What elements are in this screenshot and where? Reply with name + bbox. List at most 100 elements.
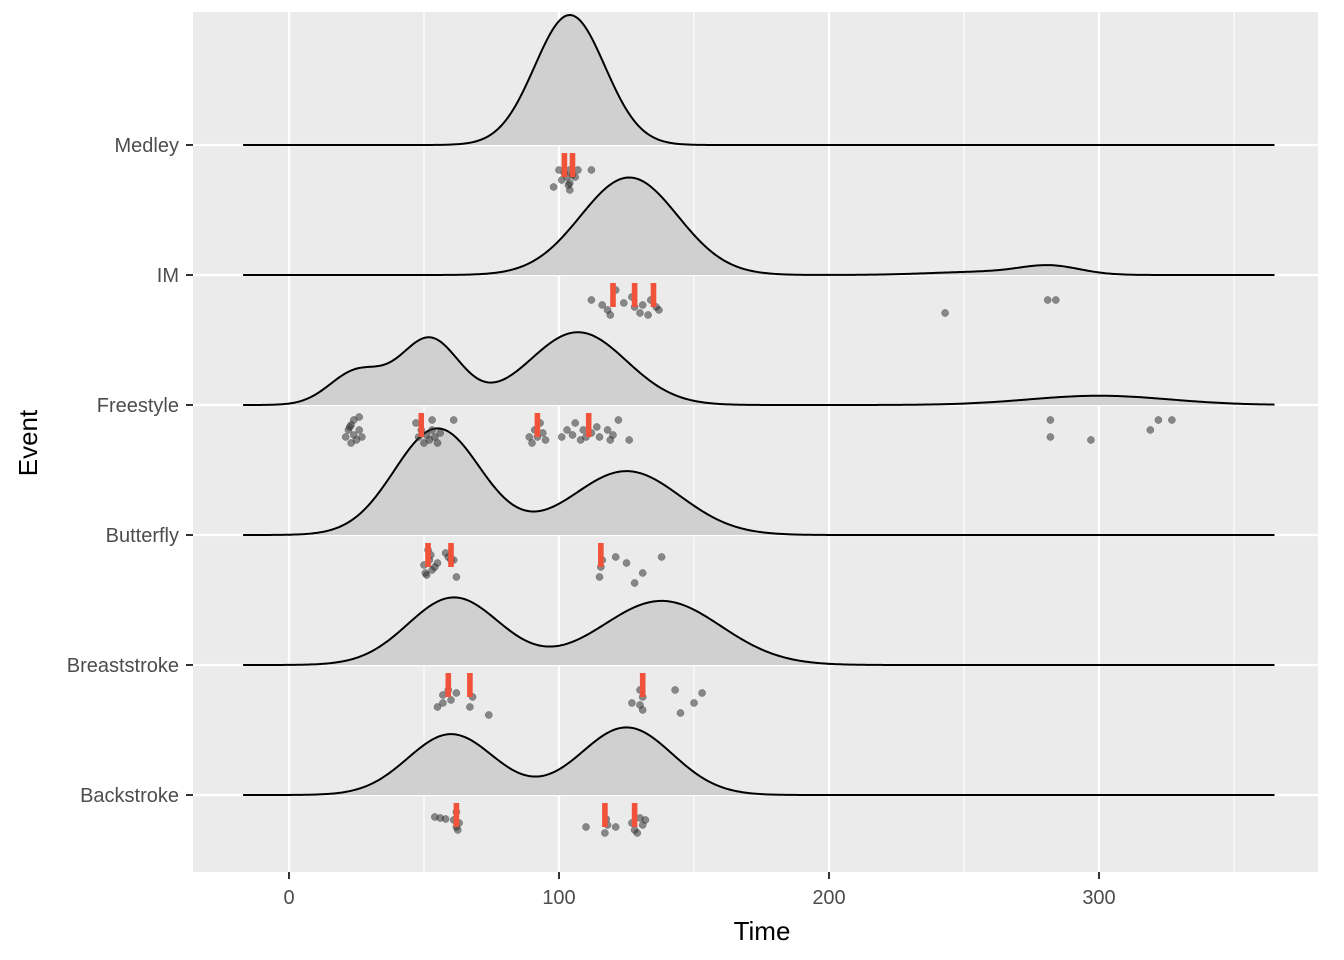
quantile-marker — [569, 153, 576, 177]
data-point — [636, 309, 644, 317]
data-point — [690, 699, 698, 707]
quantile-marker — [467, 673, 473, 697]
data-point — [452, 689, 461, 697]
density-area-butterfly — [243, 428, 1275, 535]
density-area-freestyle — [243, 332, 1275, 405]
data-point — [941, 309, 949, 317]
data-point — [611, 823, 620, 831]
data-point — [433, 439, 442, 447]
quantile-marker — [598, 543, 604, 567]
y-axis-title: Event — [13, 409, 43, 476]
data-point — [345, 423, 354, 431]
data-point — [671, 686, 679, 694]
quantile-marker — [631, 803, 638, 827]
quantile-marker — [418, 413, 425, 437]
data-point — [641, 816, 650, 824]
data-point — [628, 699, 636, 707]
data-point — [601, 829, 609, 837]
data-point — [341, 433, 350, 441]
data-point — [528, 439, 536, 447]
data-point — [421, 569, 430, 577]
data-point — [355, 426, 364, 434]
density-line-butterfly — [243, 427, 1275, 536]
data-point — [592, 423, 601, 431]
density-line-freestyle — [243, 331, 1275, 406]
data-point — [1046, 433, 1055, 441]
data-point — [568, 431, 577, 439]
data-point — [638, 706, 647, 714]
quantile-marker — [650, 283, 657, 307]
quantile-marker — [445, 673, 452, 697]
axes: 0 100 200 300 Backstroke Breaststroke Butterfl… — [67, 135, 1116, 909]
plot-panel — [193, 12, 1318, 872]
data-point — [622, 559, 631, 567]
x-axis-title: Time — [734, 916, 791, 946]
density-line-backstroke — [243, 726, 1275, 796]
quantile-marker — [534, 413, 541, 437]
data-point — [1087, 436, 1095, 444]
x-tick-label: 300 — [1082, 887, 1115, 909]
data-point — [579, 426, 588, 434]
y-tick-label: Freestyle — [97, 395, 179, 417]
data-point — [611, 553, 620, 561]
quantile-marker — [602, 803, 608, 827]
data-point — [1046, 416, 1055, 424]
data-point — [609, 431, 617, 439]
data-point — [466, 703, 474, 711]
data-point — [595, 433, 604, 441]
quantile-marker — [639, 673, 646, 697]
data-point — [525, 433, 534, 441]
data-point — [484, 711, 493, 719]
data-point — [603, 426, 612, 434]
data-point — [557, 433, 566, 441]
data-point — [1168, 416, 1176, 424]
data-point — [358, 433, 366, 441]
data-point — [549, 183, 558, 191]
y-tick-label: Medley — [115, 135, 179, 157]
data-point — [630, 579, 639, 587]
data-point — [598, 301, 607, 309]
data-point — [574, 166, 582, 174]
data-point — [436, 429, 445, 437]
y-tick-label: Backstroke — [80, 785, 179, 807]
data-point — [563, 426, 571, 434]
data-point — [571, 419, 580, 427]
data-point — [625, 436, 634, 444]
data-point — [587, 166, 596, 174]
data-point — [676, 709, 685, 717]
data-point — [655, 306, 663, 314]
data-point — [633, 829, 642, 837]
data-point — [657, 553, 666, 561]
density-area-backstroke — [243, 727, 1275, 795]
data-point — [452, 573, 461, 581]
density-line-medley — [243, 13, 1275, 146]
data-point — [433, 559, 442, 567]
data-point — [541, 436, 550, 444]
quantile-marker — [585, 413, 592, 437]
data-point — [355, 413, 364, 421]
data-point — [439, 699, 447, 707]
quantile-marker — [631, 283, 638, 307]
data-point — [582, 823, 590, 831]
quantile-marker — [448, 543, 454, 567]
data-point — [638, 301, 647, 309]
data-point — [619, 299, 628, 307]
quantile-marker — [453, 803, 460, 827]
density-line-im — [243, 176, 1275, 276]
data-point — [698, 689, 706, 697]
data-point — [412, 419, 420, 427]
y-tick-label: Breaststroke — [67, 655, 179, 677]
data-point — [644, 311, 652, 319]
quantile-marker — [610, 283, 616, 307]
x-tick-label: 200 — [812, 887, 845, 909]
data-point — [428, 426, 436, 434]
x-tick-label: 100 — [542, 887, 575, 909]
data-point — [638, 569, 647, 577]
density-ridges — [243, 13, 1275, 796]
y-tick-label: Butterfly — [106, 525, 179, 547]
data-point — [449, 416, 458, 424]
quantile-marker — [561, 153, 568, 177]
density-area-breaststroke — [243, 597, 1275, 665]
data-point — [614, 416, 623, 424]
